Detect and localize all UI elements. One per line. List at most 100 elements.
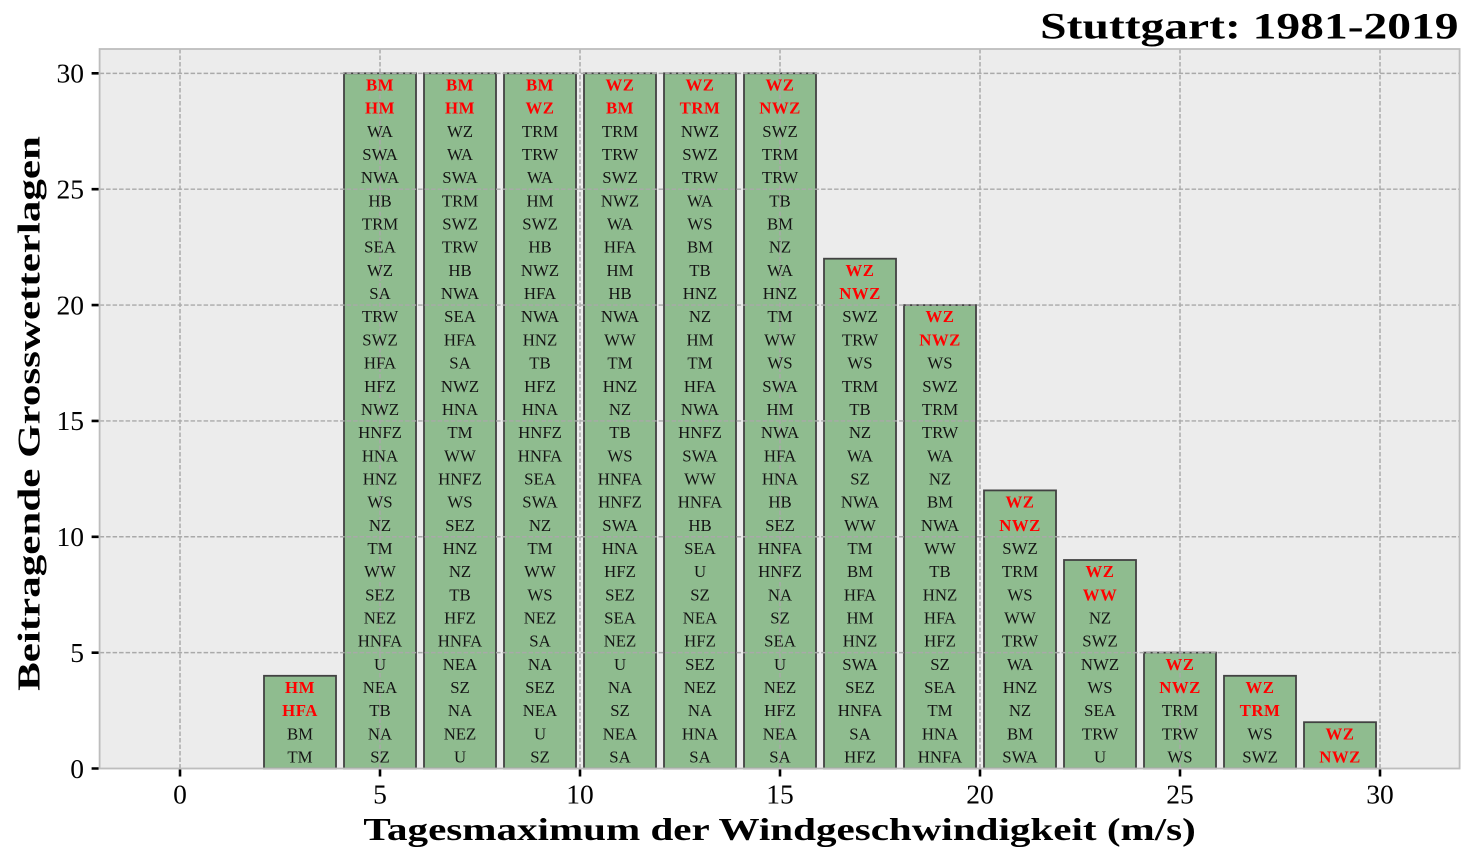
svg-text:HNA: HNA xyxy=(922,724,958,743)
svg-text:TRW: TRW xyxy=(1162,724,1199,743)
svg-text:HNA: HNA xyxy=(362,446,398,465)
svg-text:WS: WS xyxy=(1247,724,1272,743)
svg-text:HM: HM xyxy=(285,678,315,697)
svg-text:HNA: HNA xyxy=(442,400,478,419)
svg-text:WA: WA xyxy=(1007,655,1033,674)
svg-text:NEA: NEA xyxy=(363,678,398,697)
svg-text:WW: WW xyxy=(1083,585,1118,604)
svg-text:WZ: WZ xyxy=(526,99,555,118)
svg-text:TRM: TRM xyxy=(522,122,558,141)
svg-text:SZ: SZ xyxy=(610,701,630,720)
svg-text:HNFA: HNFA xyxy=(838,701,882,720)
svg-text:HB: HB xyxy=(688,516,711,535)
svg-text:TRW: TRW xyxy=(762,168,799,187)
svg-text:SWA: SWA xyxy=(842,655,877,674)
svg-text:HNA: HNA xyxy=(522,400,558,419)
svg-text:WW: WW xyxy=(524,562,556,581)
svg-text:HNZ: HNZ xyxy=(603,377,638,396)
svg-text:WS: WS xyxy=(367,493,392,512)
svg-text:TRW: TRW xyxy=(842,330,879,349)
svg-text:HM: HM xyxy=(526,191,553,210)
svg-text:WA: WA xyxy=(367,122,393,141)
svg-text:15: 15 xyxy=(766,779,794,810)
svg-text:HB: HB xyxy=(768,493,791,512)
svg-text:NEA: NEA xyxy=(443,655,478,674)
svg-text:SEA: SEA xyxy=(524,470,556,489)
svg-text:NWZ: NWZ xyxy=(919,330,961,349)
svg-text:HB: HB xyxy=(368,191,391,210)
svg-text:WA: WA xyxy=(687,191,713,210)
svg-text:U: U xyxy=(534,724,546,743)
svg-text:HB: HB xyxy=(528,238,551,257)
svg-text:HNFA: HNFA xyxy=(678,493,722,512)
svg-text:SZ: SZ xyxy=(530,748,550,767)
svg-text:SA: SA xyxy=(689,748,710,767)
svg-text:NEA: NEA xyxy=(763,724,798,743)
svg-text:TB: TB xyxy=(689,261,710,280)
svg-text:TM: TM xyxy=(927,701,952,720)
svg-text:WA: WA xyxy=(447,145,473,164)
svg-text:NEZ: NEZ xyxy=(764,678,797,697)
svg-text:WS: WS xyxy=(607,446,632,465)
svg-text:TRM: TRM xyxy=(762,145,798,164)
svg-text:TRM: TRM xyxy=(1002,562,1038,581)
svg-text:SEZ: SEZ xyxy=(685,655,715,674)
svg-text:NWZ: NWZ xyxy=(1081,655,1119,674)
svg-text:HNFA: HNFA xyxy=(518,446,562,465)
svg-text:BM: BM xyxy=(366,76,394,95)
svg-text:U: U xyxy=(374,655,386,674)
svg-text:NWZ: NWZ xyxy=(999,516,1041,535)
svg-text:WZ: WZ xyxy=(1326,724,1355,743)
svg-text:TRW: TRW xyxy=(362,307,399,326)
svg-text:NZ: NZ xyxy=(529,516,551,535)
svg-text:TRM: TRM xyxy=(842,377,878,396)
svg-text:BM: BM xyxy=(1007,724,1033,743)
svg-text:WS: WS xyxy=(767,354,792,373)
svg-text:HNZ: HNZ xyxy=(443,539,478,558)
svg-text:TM: TM xyxy=(287,748,312,767)
svg-text:HNA: HNA xyxy=(602,539,638,558)
svg-text:WW: WW xyxy=(924,539,956,558)
svg-text:TRM: TRM xyxy=(602,122,638,141)
svg-text:WW: WW xyxy=(1004,609,1036,628)
svg-text:SWA: SWA xyxy=(682,446,717,465)
svg-text:SEZ: SEZ xyxy=(365,585,395,604)
svg-text:WW: WW xyxy=(684,470,716,489)
svg-text:SWZ: SWZ xyxy=(1082,632,1117,651)
svg-text:HFA: HFA xyxy=(604,238,636,257)
svg-text:NWZ: NWZ xyxy=(601,191,639,210)
svg-text:NZ: NZ xyxy=(449,562,471,581)
svg-text:25: 25 xyxy=(1166,779,1194,810)
svg-text:WW: WW xyxy=(604,330,636,349)
svg-text:HNA: HNA xyxy=(682,724,718,743)
svg-text:WZ: WZ xyxy=(926,307,955,326)
svg-text:20: 20 xyxy=(966,779,994,810)
svg-text:HFZ: HFZ xyxy=(364,377,396,396)
svg-text:HM: HM xyxy=(606,261,633,280)
svg-text:HFA: HFA xyxy=(444,330,476,349)
svg-text:SEA: SEA xyxy=(684,539,716,558)
svg-text:BM: BM xyxy=(687,238,713,257)
svg-text:U: U xyxy=(454,748,466,767)
svg-text:SZ: SZ xyxy=(450,678,470,697)
svg-text:HNFA: HNFA xyxy=(358,632,402,651)
svg-text:WA: WA xyxy=(927,446,953,465)
svg-text:10: 10 xyxy=(57,521,85,552)
svg-text:NWZ: NWZ xyxy=(361,400,399,419)
svg-text:HFA: HFA xyxy=(684,377,716,396)
svg-text:HFZ: HFZ xyxy=(684,632,716,651)
svg-text:BM: BM xyxy=(767,215,793,234)
svg-text:HNFA: HNFA xyxy=(438,632,482,651)
svg-text:SEZ: SEZ xyxy=(445,516,475,535)
svg-text:HNFA: HNFA xyxy=(598,470,642,489)
svg-text:Stuttgart: 1981-2019: Stuttgart: 1981-2019 xyxy=(1040,7,1458,48)
svg-text:NEZ: NEZ xyxy=(364,609,397,628)
svg-text:WW: WW xyxy=(364,562,396,581)
svg-text:SWZ: SWZ xyxy=(1242,748,1277,767)
svg-text:SEA: SEA xyxy=(604,609,636,628)
svg-text:SWZ: SWZ xyxy=(842,307,877,326)
svg-text:SWZ: SWZ xyxy=(922,377,957,396)
svg-text:WS: WS xyxy=(687,215,712,234)
svg-text:NWA: NWA xyxy=(601,307,639,326)
svg-text:SWA: SWA xyxy=(1002,748,1037,767)
